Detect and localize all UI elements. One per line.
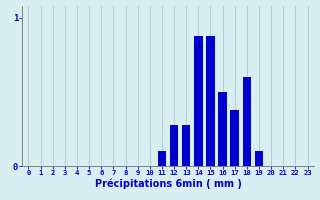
Bar [255,151,263,166]
Bar [230,110,239,166]
Bar [243,77,251,166]
Bar [218,92,227,166]
Bar [170,125,178,166]
X-axis label: Précipitations 6min ( mm ): Précipitations 6min ( mm ) [95,179,241,189]
Bar [194,36,203,166]
Bar [182,125,190,166]
Bar [158,151,166,166]
Bar [206,36,215,166]
